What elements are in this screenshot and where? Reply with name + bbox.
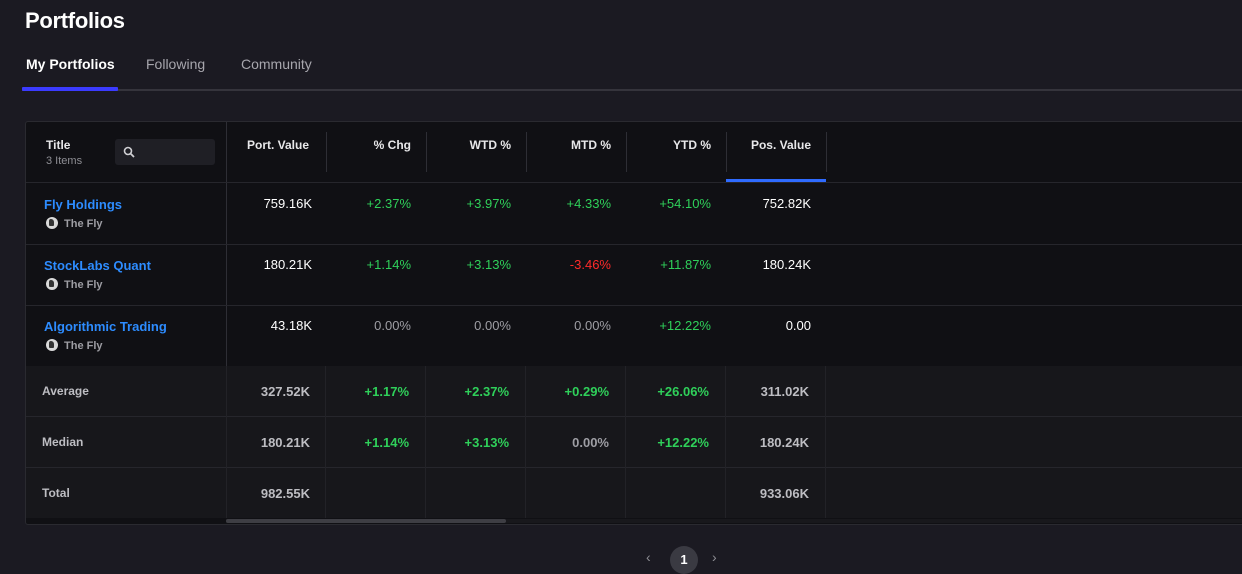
mtd-value: 0.00% [574, 318, 611, 333]
tabs-divider [22, 89, 1242, 91]
pagination: ‹ 1 › [0, 546, 1242, 574]
col-divider [626, 132, 627, 172]
portfolio-name-link[interactable]: Fly Holdings [44, 197, 122, 212]
summary-divider [525, 366, 526, 518]
summary-divider [825, 366, 826, 518]
col-divider [426, 132, 427, 172]
portfolio-name-link[interactable]: Algorithmic Trading [44, 319, 167, 334]
title-column-header[interactable]: Title [46, 138, 71, 152]
summary-mtd: 0.00% [572, 435, 609, 450]
next-page-button[interactable]: › [712, 549, 717, 565]
row-divider [26, 467, 1242, 468]
tab-community[interactable]: Community [241, 56, 312, 72]
chg-value: 0.00% [374, 318, 411, 333]
summary-pos-value: 311.02K [760, 384, 809, 399]
summary-divider [625, 366, 626, 518]
row-divider [26, 305, 1242, 306]
col-divider [826, 132, 827, 172]
summary-label: Median [42, 435, 84, 449]
summary-row-total: Total 982.55K 933.06K [26, 468, 1242, 518]
port-value: 180.21K [263, 257, 312, 272]
title-header-cell: Title 3 Items [26, 122, 226, 182]
owner-name: The Fly [64, 218, 103, 230]
avatar [46, 217, 58, 229]
col-divider [326, 132, 327, 172]
summary-port-value: 327.52K [260, 384, 310, 399]
table-row: Algorithmic Trading The Fly 43.18K 0.00%… [26, 305, 1242, 366]
summary-divider [425, 366, 426, 518]
tab-following[interactable]: Following [146, 56, 206, 72]
prev-page-button[interactable]: ‹ [646, 549, 651, 565]
summary-ytd: +26.06% [657, 384, 709, 399]
summary-wtd: +2.37% [464, 384, 509, 399]
summary-port-value: 180.21K [260, 435, 310, 450]
table-row: StockLabs Quant The Fly 180.21K +1.14% +… [26, 244, 1242, 305]
row-divider [26, 244, 1242, 245]
col-header-chg[interactable]: % Chg [373, 138, 411, 152]
summary-ytd: +12.22% [657, 435, 709, 450]
summary-pos-value: 180.24K [759, 435, 809, 450]
mtd-value: -3.46% [569, 257, 611, 272]
summary-pos-value: 933.06K [759, 486, 809, 501]
col-divider [526, 132, 527, 172]
horizontal-scrollbar-track[interactable] [226, 519, 1242, 523]
wtd-value: 0.00% [474, 318, 511, 333]
portfolio-owner: The Fly [46, 217, 103, 230]
portfolio-owner: The Fly [46, 339, 103, 352]
search-icon [123, 146, 135, 158]
port-value: 759.16K [263, 196, 312, 211]
summary-chg: +1.17% [364, 384, 409, 399]
pos-value: 752.82K [762, 196, 811, 211]
owner-name: The Fly [64, 340, 103, 352]
page-title: Portfolios [25, 8, 125, 33]
pos-value: 0.00 [785, 318, 811, 333]
table-row: Fly Holdings The Fly 759.16K +2.37% +3.9… [26, 183, 1242, 244]
mtd-value: +4.33% [566, 196, 611, 211]
summary-divider [725, 366, 726, 518]
summary-label: Average [42, 384, 89, 398]
col-header-mtd[interactable]: MTD % [571, 138, 611, 152]
port-value: 43.18K [270, 318, 312, 333]
summary-port-value: 982.55K [260, 486, 310, 501]
page-number-current[interactable]: 1 [670, 546, 698, 574]
portfolio-name-link[interactable]: StockLabs Quant [44, 258, 151, 273]
summary-divider [226, 366, 227, 518]
summary-row-median: Median 180.21K +1.14% +3.13% 0.00% +12.2… [26, 417, 1242, 467]
tab-bar: My Portfolios Following Community [22, 56, 1242, 90]
chg-value: +2.37% [366, 196, 411, 211]
col-header-pos-value[interactable]: Pos. Value [750, 138, 811, 152]
item-count: 3 Items [46, 155, 83, 167]
summary-wtd: +3.13% [464, 435, 509, 450]
col-header-ytd[interactable]: YTD % [672, 138, 711, 152]
tab-my-portfolios[interactable]: My Portfolios [26, 56, 115, 72]
summary-row-average: Average 327.52K +1.17% +2.37% +0.29% +26… [26, 366, 1242, 416]
search-input[interactable] [115, 139, 215, 165]
ytd-value: +54.10% [659, 196, 711, 211]
portfolios-table: Title 3 Items Port. Value % Chg WTD % MT… [25, 121, 1242, 525]
col-header-port-value[interactable]: Port. Value [247, 138, 310, 152]
active-tab-indicator [22, 87, 118, 91]
avatar [46, 339, 58, 351]
ytd-value: +11.87% [660, 257, 711, 272]
ytd-value: +12.22% [659, 318, 711, 333]
header-divider [26, 182, 1242, 183]
portfolio-owner: The Fly [46, 278, 103, 291]
summary-chg: +1.14% [364, 435, 409, 450]
sort-arrow-icon [772, 179, 780, 183]
owner-name: The Fly [64, 279, 103, 291]
avatar [46, 278, 58, 290]
col-divider [726, 132, 727, 172]
summary-divider [325, 366, 326, 518]
summary-label: Total [42, 486, 70, 500]
chg-value: +1.14% [366, 257, 411, 272]
wtd-value: +3.97% [466, 196, 511, 211]
horizontal-scrollbar-thumb[interactable] [226, 519, 506, 523]
pos-value: 180.24K [762, 257, 811, 272]
col-header-wtd[interactable]: WTD % [469, 138, 511, 152]
summary-mtd: +0.29% [564, 384, 609, 399]
wtd-value: +3.13% [466, 257, 511, 272]
row-divider [26, 416, 1242, 417]
